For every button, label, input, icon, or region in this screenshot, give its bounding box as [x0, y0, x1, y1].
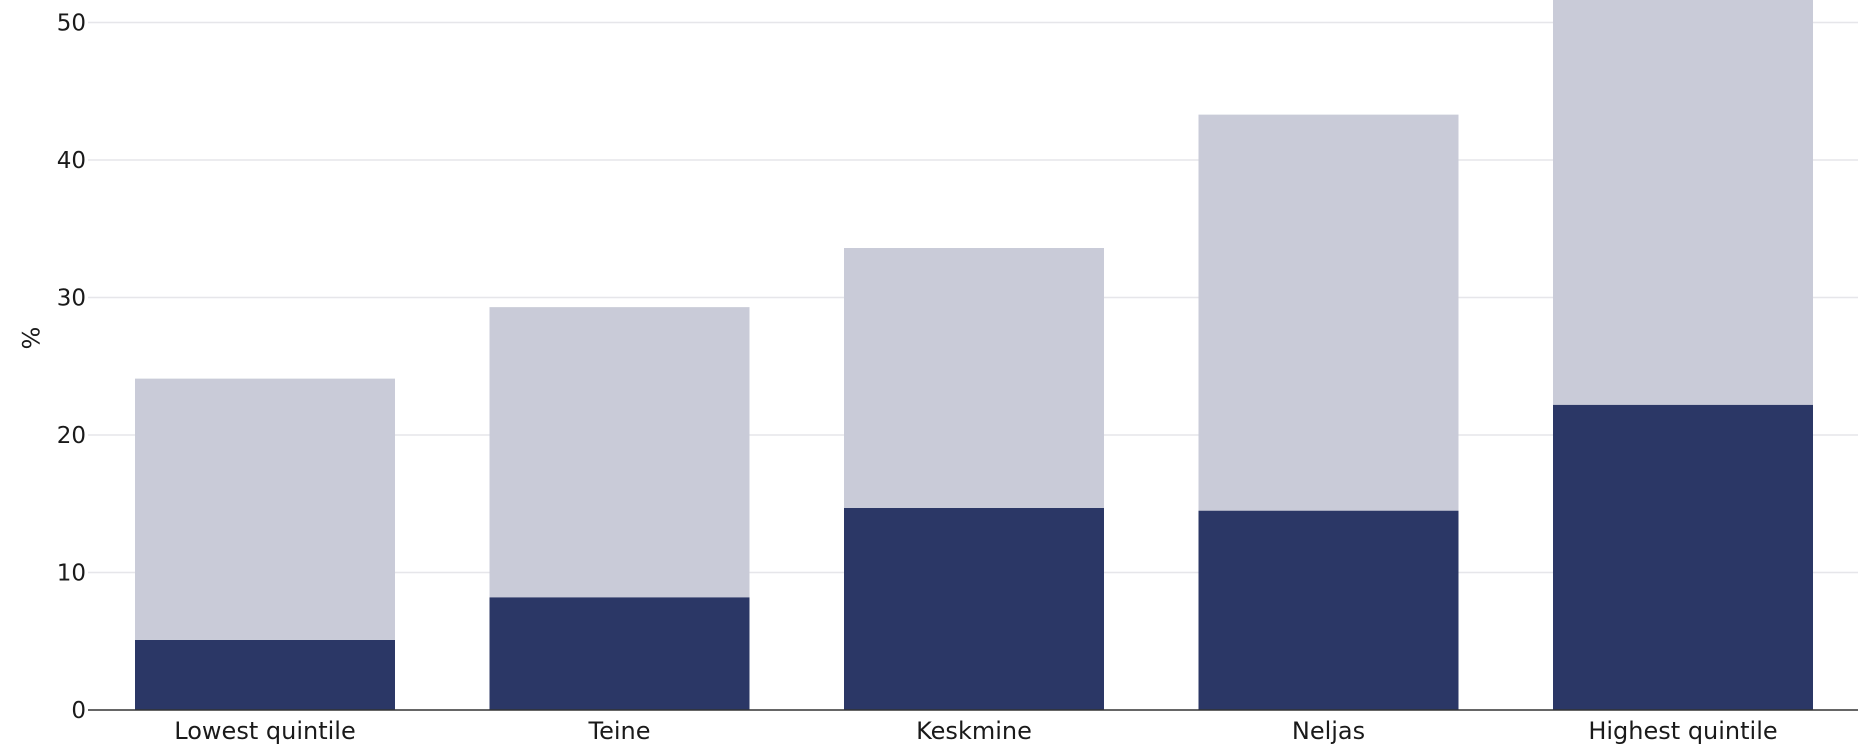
bar-segment	[1553, 0, 1813, 405]
x-category-label: Keskmine	[916, 717, 1032, 744]
y-tick-label: 30	[57, 286, 86, 312]
y-tick-label: 40	[57, 148, 86, 174]
x-category-label: Lowest quintile	[174, 717, 355, 744]
y-tick-label: 10	[57, 561, 86, 587]
bar-segment	[1198, 114, 1459, 511]
y-tick-label: 0	[71, 698, 86, 724]
y-tick-label: 20	[57, 423, 86, 449]
bars	[135, 0, 1813, 710]
bar-segment	[135, 639, 395, 710]
x-category-label: Neljas	[1292, 717, 1365, 744]
bar-segment	[489, 307, 750, 598]
bar-segment	[1553, 404, 1813, 710]
bar-segment	[1198, 510, 1459, 710]
bar-segment	[844, 248, 1104, 508]
bar-segment	[489, 597, 750, 710]
x-category-label: Teine	[588, 717, 651, 744]
bar-segment	[844, 507, 1104, 710]
bar-segment	[135, 378, 395, 640]
x-category-label: Highest quintile	[1588, 717, 1777, 744]
y-axis-title: %	[16, 327, 44, 350]
axes: 0 10 20 30 40 50 Lowest quintile Teine Keskmine N…	[57, 11, 1858, 745]
y-tick-label: 50	[57, 11, 86, 37]
